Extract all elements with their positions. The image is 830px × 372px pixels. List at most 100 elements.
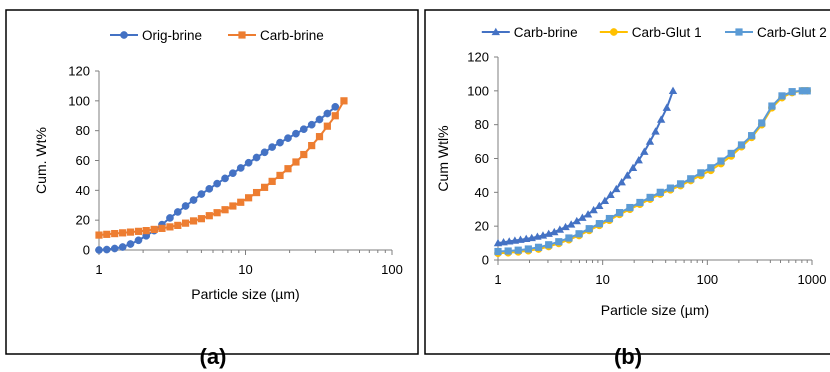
panel-a-point-carb-brine [134,227,143,235]
panel-b-y-tick-label: 80 [475,117,489,132]
panel-a-point-orig-brine [315,115,324,124]
panel-b-point-carb-brine [572,216,581,225]
panel-a-point-orig-brine [331,102,340,111]
panel-b-point-carb-glut-2 [636,198,644,207]
panel-b-x-tick-label: 1000 [798,272,827,287]
panel-a-point-carb-brine [237,198,245,206]
panel-a-point-orig-brine [252,153,261,162]
panel-a-x-tick-label: 10 [238,262,252,277]
panel-a-frame [5,9,419,355]
panel-a-point-orig-brine [284,134,292,142]
panel-b-point-carb-brine [634,155,643,164]
panel-b-frame [424,9,830,355]
panel-b-point-carb-glut-2 [687,175,695,183]
panel-b-point-carb-glut-2 [534,243,543,251]
panel-b-x-tick-label: 1 [494,272,501,287]
panel-a-point-carb-brine [284,165,292,173]
panel-b-point-carb-glut-2 [545,241,553,249]
panel-b-point-carb-glut-2 [788,88,796,96]
panel-a-x-tick-label: 1 [95,262,102,277]
panel-b-legend-label-carb-glut-2: Carb-Glut 2 [757,25,827,40]
panel-b-legend-marker-carb-glut-1 [609,28,618,36]
panel-a-point-orig-brine [110,244,119,253]
panel-b-point-carb-brine [656,115,666,123]
panel-a-point-carb-brine [197,215,205,223]
panel-b-caption: (b) [614,344,642,369]
panel-a-y-tick-label: 20 [76,213,90,228]
panel-b-point-carb-brine [566,220,576,228]
panel-a-point-carb-brine [268,177,276,185]
panel-a-point-orig-brine [307,120,316,129]
panel-a-y-tick-label: 80 [76,123,90,138]
panel-b-point-carb-glut-2 [727,149,735,158]
panel-a-y-tick-label: 100 [68,93,90,108]
panel-b-point-carb-glut-2 [504,247,512,255]
panel-b-point-carb-brine [555,225,565,233]
panel-a-point-carb-brine [276,171,284,180]
panel-a-point-orig-brine [244,158,253,167]
panel-a-point-orig-brine [189,196,198,204]
panel-b-point-carb-glut-2 [626,203,634,212]
panel-a-point-carb-brine [158,224,166,232]
panel-a-point-carb-brine [323,122,331,130]
panel-a-point-carb-brine [95,231,103,239]
panel-b-point-carb-brine [623,171,632,179]
panel-b-point-carb-brine [640,147,649,155]
panel-b-legend: Carb-brine Carb-Glut 1 Carb-Glut 2 [481,25,827,40]
panel-b-point-carb-brine [612,184,621,193]
panel-b-point-carb-glut-2 [676,180,685,188]
panel-a-legend: Orig-brine Carb-brine [110,28,324,43]
panel-b-point-carb-glut-2 [758,119,766,127]
panel-a-point-carb-brine [150,225,158,234]
panel-a-point-orig-brine [323,109,332,118]
panel-b-x-tick-label: 100 [696,272,718,287]
panel-a-point-orig-brine [276,138,284,147]
panel-b-point-carb-glut-2 [514,246,522,254]
panel-b-x-axis-title: Particle size (µm) [601,302,709,318]
panel-a-point-carb-brine [252,188,261,197]
panel-a-point-carb-brine [260,183,269,191]
panel-a-point-orig-brine [118,243,127,251]
panel-b-x-tick-label: 10 [595,272,609,287]
panel-b-series-carb-glut-2 [494,87,811,256]
panel-b-point-carb-glut-2 [555,238,563,246]
panel-a-point-carb-brine [300,150,308,159]
panel-a-y-tick-label: 40 [76,183,90,198]
panel-b-y-tick-label: 60 [475,151,489,166]
panel-b-y-tick-label: 100 [467,83,489,98]
panel-a-point-carb-brine [229,202,237,210]
panel-a-point-carb-brine [189,217,198,225]
panel-a-point-carb-brine [245,194,253,202]
panel-a-x-tick-label: 100 [381,262,403,277]
panel-a-point-orig-brine [173,208,182,216]
panel-a-legend-label-carb-brine: Carb-brine [260,28,324,43]
panel-a-point-carb-brine [292,158,300,166]
panel-a-point-carb-brine [315,133,324,141]
panel-b-point-carb-glut-2 [748,132,756,140]
panel-a-point-carb-brine [103,230,111,238]
panel-a-point-carb-brine [221,206,229,214]
panel-a-point-carb-brine [142,227,150,235]
panel-a-point-orig-brine [134,236,143,245]
panel-a-point-carb-brine [213,209,221,217]
panel-a-point-orig-brine [181,202,190,210]
panel-a-point-orig-brine [292,129,300,138]
panel-b-point-carb-brine [589,205,598,214]
panel-b-point-carb-glut-2 [707,164,715,172]
panel-a-point-orig-brine [205,184,214,193]
panel-b-point-carb-glut-2 [778,92,786,100]
panel-b-y-axis-title: Cum Wtl% [435,125,451,191]
panel-b-series-carb-brine [493,86,678,247]
panel-a-legend-label-orig-brine: Orig-brine [142,28,202,43]
panel-b-point-carb-brine [668,86,678,94]
panel-b-point-carb-glut-2 [615,209,624,217]
panel-a-point-orig-brine [95,246,103,254]
panel-a-point-orig-brine [126,240,135,248]
panel-a-point-orig-brine [299,125,308,134]
panel-a-caption: (a) [200,344,227,369]
panel-b-point-carb-brine [617,177,626,186]
panel-b-legend-marker-carb-glut-2 [735,28,743,36]
panel-b-y-tick-label: 20 [475,219,489,234]
